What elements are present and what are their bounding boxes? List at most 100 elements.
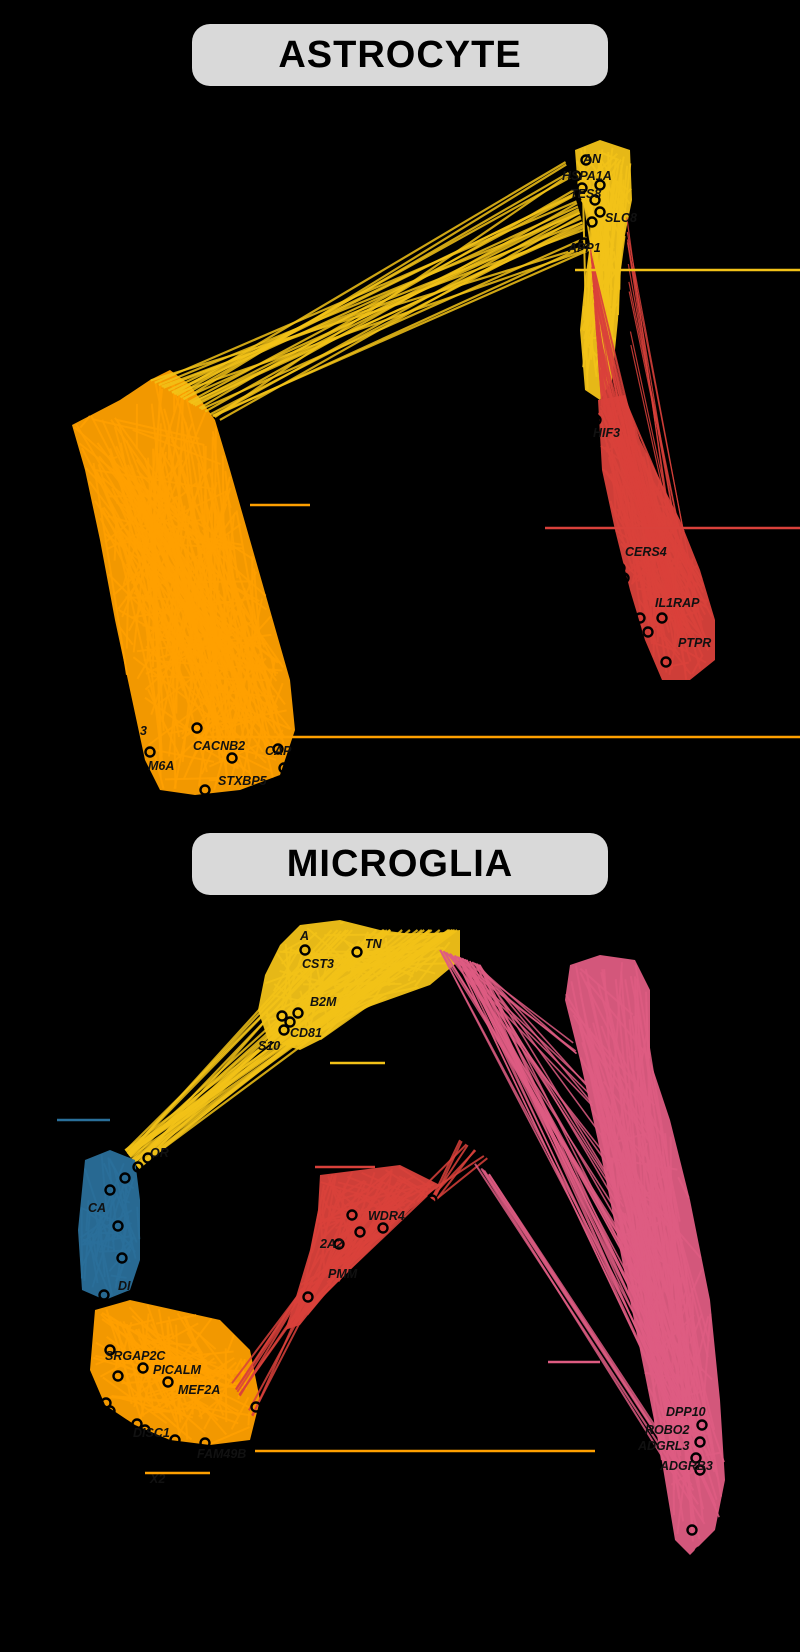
astro-orange-cluster-edge [224, 471, 239, 579]
astro-orange-cluster-edge [185, 484, 218, 636]
astro-orange-cluster-edge [177, 503, 228, 645]
micro-red-cluster-edge [331, 1204, 406, 1220]
micro-hub-node [302, 1291, 314, 1303]
micro-hub-node [137, 1362, 149, 1374]
astro-orange-cluster-edge [170, 436, 274, 717]
astro-hub-node [618, 572, 630, 584]
astro-hub-node [266, 572, 278, 584]
astro-yellow-cluster-edge [582, 162, 593, 176]
astro-bridge-edge [212, 211, 581, 417]
micro-pink-link-edge [453, 955, 717, 1507]
micro-gene-label: CST3 [302, 957, 334, 971]
micro-red-cluster-edge [354, 1183, 431, 1258]
micro-red-cluster-edge [320, 1181, 378, 1201]
micro-gene-label: CD81 [290, 1026, 322, 1040]
astro-orange-cluster-edge [125, 484, 132, 649]
astro-orange-cluster-edge [203, 445, 207, 557]
astro-orange-cluster-edge [127, 589, 152, 632]
astro-red-link-edge [598, 368, 605, 412]
micro-pink-cluster-edge [636, 1057, 715, 1460]
astro-hub-node [656, 612, 668, 624]
astro-hub-node [660, 656, 672, 668]
astro-red-link-edge [628, 281, 695, 600]
micro-pink-link-edge [461, 957, 574, 1044]
astro-red-cluster-edge [691, 654, 704, 675]
micro-red-link-edge [431, 1139, 461, 1200]
astro-yellow-cluster-edge [585, 187, 608, 323]
astro-red-cluster-edge [644, 520, 653, 607]
micro-yellow-cluster-edge [414, 945, 441, 973]
micro-gene-label: X2 [149, 1472, 165, 1486]
astro-hub-node [580, 154, 592, 166]
micro-blue-cluster-edge [100, 1154, 109, 1222]
astro-gene-label: SLC8 [605, 211, 637, 225]
micro-bridge-edge [127, 929, 333, 1155]
micro-pink-cluster-edge [689, 1313, 703, 1344]
micro-blue-cluster-edge [107, 1157, 119, 1238]
micro-hub-node [132, 1161, 144, 1173]
micro-red-cluster-edge [293, 1189, 342, 1318]
astro-orange-cluster-edge [136, 600, 184, 680]
micro-red-cluster-edge [321, 1209, 327, 1230]
astro-red-link-edge [627, 242, 705, 636]
micro-gene-label: DISC1 [133, 1426, 170, 1440]
astro-red-cluster-edge [642, 594, 702, 638]
astro-orange-cluster-edge [235, 586, 260, 603]
micro-hub-node [276, 1010, 288, 1022]
astro-orange-cluster-edge [153, 755, 165, 790]
astro-hub-node [594, 206, 606, 218]
micro-red-link-edge [433, 1157, 488, 1202]
micro-pink-link-edge [442, 950, 577, 1052]
micro-orange-cluster-edge [185, 1422, 189, 1440]
micro-orange-cluster-edge [224, 1348, 228, 1423]
astro-yellow-cluster-edge [598, 160, 614, 196]
module-label-lines [57, 268, 800, 1475]
micro-pink-cluster-edge [669, 1240, 674, 1303]
astro-orange-cluster-edge [79, 415, 91, 429]
micro-pink-link-edge [480, 1167, 706, 1525]
astro-yellow-cluster-edge [602, 152, 620, 161]
astro-yellow-cluster-edge [586, 186, 594, 328]
micro-red-cluster-edge [322, 1173, 334, 1199]
micro-gene-label: B2M [310, 995, 337, 1009]
astro-red-cluster-edge [685, 592, 710, 646]
micro-hub-node [250, 1401, 262, 1413]
micro-hub-node [116, 1252, 128, 1264]
astro-orange-cluster-edge [108, 455, 118, 461]
astro-gene-label: APP1 [567, 241, 601, 255]
micro-hub-node [278, 1024, 290, 1036]
astro-hub-node [590, 414, 602, 426]
micro-bridge-edge [126, 929, 348, 1155]
micro-hub-node [288, 1384, 300, 1396]
micro-hub-node [162, 1376, 174, 1388]
astro-hub-node [199, 784, 211, 796]
astro-orange-cluster-edge [118, 625, 134, 646]
micro-red-cluster-edge [375, 1183, 407, 1215]
micro-gene-label: MEF2A [178, 1383, 220, 1397]
astro-orange-cluster-edge [161, 589, 190, 723]
astro-orange-cluster-edge [121, 412, 207, 618]
astro-orange-cluster-edge [156, 508, 254, 717]
astro-orange-cluster-edge [118, 419, 200, 440]
astro-yellow-cluster-edge [587, 170, 624, 242]
astro-orange-cluster-edge [194, 742, 238, 769]
micro-orange-cluster-edge [210, 1426, 250, 1445]
micro-hub-node [292, 1007, 304, 1019]
astro-orange-cluster-edge [156, 454, 231, 787]
astro-yellow-cluster-edge [597, 215, 612, 316]
micro-pink-cluster-edge [572, 1014, 654, 1147]
astro-gene-label: PTPR [678, 636, 711, 650]
micro-pink-cluster-edge [592, 1022, 685, 1358]
astro-red-cluster-edge [649, 550, 666, 657]
micro-red-cluster-edge [326, 1245, 372, 1284]
astro-orange-cluster-edge [92, 418, 205, 446]
micro-pink-cluster-edge [579, 992, 679, 1444]
astro-red-cluster-edge [664, 636, 681, 656]
micro-pink-cluster-edge [668, 1211, 694, 1542]
micro-yellow-cluster-edge [319, 993, 385, 1041]
micro-orange-cluster-edge [197, 1331, 236, 1381]
astro-orange-cluster-edge [173, 495, 179, 500]
astro-yellow-cluster-edge [598, 173, 611, 207]
micro-gene-label: ADGRL3 [637, 1439, 689, 1453]
